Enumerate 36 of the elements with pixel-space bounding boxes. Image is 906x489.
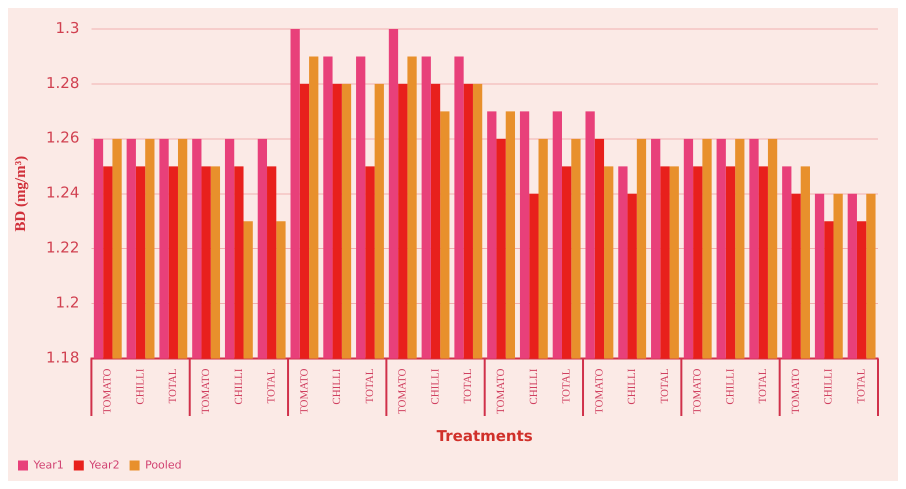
- x-tick-label: TOTAL: [757, 368, 770, 404]
- legend-label: Year2: [88, 458, 120, 472]
- x-tick-label: TOMATO: [102, 368, 114, 414]
- x-tick-label: TOMATO: [200, 368, 212, 414]
- x-tick-label: TOTAL: [266, 368, 278, 404]
- x-tick-label: TOMATO: [298, 368, 310, 414]
- x-tick-label: TOMATO: [790, 368, 802, 414]
- legend-label: Year1: [32, 458, 64, 472]
- y-tick-label: 1.2: [56, 294, 80, 312]
- x-tick-label: TOMATO: [494, 368, 507, 414]
- y-tick-label: 1.3: [56, 18, 80, 37]
- y-tick-label: 1.26: [46, 128, 80, 147]
- x-tick-label: TOTAL: [462, 368, 474, 404]
- y-axis-title: BD (mg/m³): [12, 156, 29, 232]
- x-tick-label: CHILLI: [724, 368, 736, 405]
- x-tick-label: TOTAL: [856, 368, 868, 404]
- x-tick-label: TOMATO: [396, 368, 409, 414]
- x-tick-label: CHILLI: [134, 368, 146, 405]
- x-tick-label: TOTAL: [560, 368, 573, 404]
- y-tick-label: 1.28: [46, 74, 80, 92]
- x-tick-label: CHILLI: [429, 368, 442, 405]
- y-tick-label: 1.22: [46, 238, 80, 257]
- x-axis-title: Treatments: [436, 426, 533, 445]
- x-tick-label: TOTAL: [658, 368, 671, 404]
- x-tick-label: CHILLI: [626, 368, 638, 405]
- legend-label: Pooled: [145, 458, 182, 472]
- x-tick-label: CHILLI: [331, 368, 344, 405]
- x-tick-label: CHILLI: [528, 368, 540, 405]
- x-tick-label: TOMATO: [593, 368, 606, 414]
- y-tick-label: 1.18: [46, 348, 80, 366]
- y-tick-label: 1.24: [46, 184, 80, 202]
- x-tick-label: CHILLI: [822, 368, 835, 405]
- x-tick-label: TOTAL: [167, 368, 180, 404]
- x-tick-label: TOTAL: [364, 368, 376, 404]
- x-tick-label: TOMATO: [692, 368, 704, 414]
- x-tick-label: CHILLI: [232, 368, 245, 405]
